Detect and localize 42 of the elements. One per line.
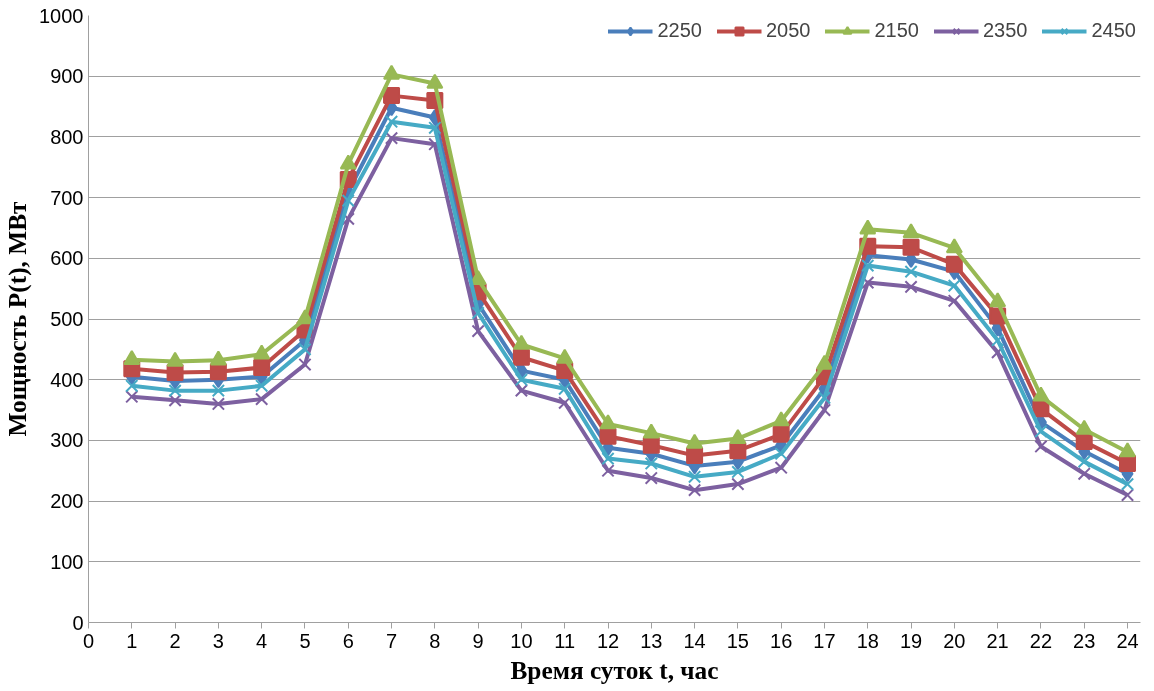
x-tick-label: 1 (126, 629, 138, 652)
y-tick-label: 200 (50, 490, 84, 513)
x-tick-label: 8 (429, 629, 441, 652)
y-tick-label: 600 (50, 247, 84, 270)
x-axis-title: Время суток t, час (510, 655, 719, 684)
legend-label: 2450 (1091, 19, 1136, 42)
x-tick-label: 2 (169, 629, 181, 652)
x-tick-label: 17 (813, 629, 836, 652)
x-tick-label: 16 (770, 629, 793, 652)
x-tick-label: 22 (1029, 629, 1053, 652)
legend-label: 2350 (983, 19, 1028, 42)
x-tick-label: 15 (726, 629, 750, 652)
y-tick-label: 500 (50, 308, 84, 330)
y-axis-title: Мощность P(t), МВт (3, 200, 33, 437)
x-tick-label: 9 (472, 629, 484, 652)
x-tick-label: 20 (943, 629, 966, 652)
x-tick-label: 13 (640, 629, 663, 652)
legend-label: 2050 (766, 19, 811, 42)
x-tick-label: 3 (212, 629, 224, 652)
x-tick-label: 7 (385, 629, 398, 652)
x-tick-label: 14 (683, 629, 706, 652)
x-tick-label: 4 (256, 629, 268, 652)
y-tick-label: 1000 (39, 4, 84, 27)
x-tick-label: 5 (299, 629, 311, 652)
x-tick-label: 18 (856, 629, 879, 652)
y-tick-label: 300 (50, 429, 84, 452)
x-tick-label: 21 (986, 629, 1009, 652)
legend-label: 2250 (657, 19, 702, 42)
x-tick-label: 6 (342, 629, 354, 652)
y-tick-label: 900 (50, 65, 84, 88)
x-tick-label: 11 (554, 629, 576, 652)
x-tick-label: 10 (510, 629, 533, 652)
x-tick-label: 23 (1073, 629, 1096, 652)
y-tick-label: 700 (50, 186, 84, 209)
x-tick-label: 19 (899, 629, 923, 652)
x-tick-label: 24 (1116, 629, 1139, 652)
y-tick-label: 400 (50, 368, 84, 391)
y-tick-label: 100 (50, 550, 84, 573)
x-tick-label: 12 (596, 629, 620, 652)
y-tick-label: 800 (50, 125, 84, 148)
y-tick-label: 0 (72, 611, 84, 634)
legend-label: 2150 (874, 19, 919, 42)
